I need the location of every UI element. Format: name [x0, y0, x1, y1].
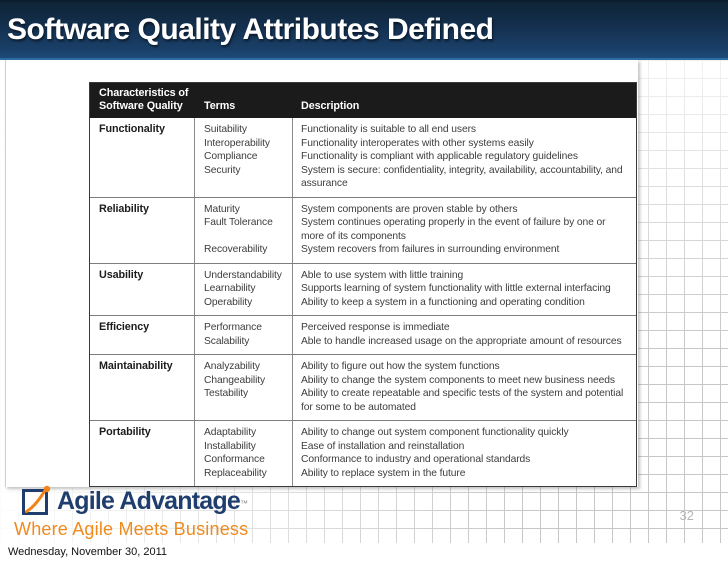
content-backdrop: Characteristics of Software Quality Term…	[5, 60, 638, 487]
table-row: Reliability Maturity System components a…	[90, 196, 636, 263]
term-cell: Conformance	[204, 454, 265, 465]
slide-title: Software Quality Attributes Defined	[7, 13, 494, 46]
table-row: Maintainability Analyzability Ability to…	[90, 354, 636, 420]
table-row: Functionality Suitability Functionality …	[90, 118, 636, 197]
description-cell: System continues operating properly in t…	[301, 217, 606, 242]
term-description-pair: Adaptability Ability to change out syste…	[195, 426, 636, 440]
bottom-strip: Wednesday, November 30, 2011	[0, 543, 728, 561]
slide-body: Characteristics of Software Quality Term…	[0, 60, 728, 543]
description-cell: Able to handle increased usage on the ap…	[301, 335, 622, 347]
table-row: Usability Understandability Able to use …	[90, 262, 636, 315]
description-cell: Ability to change the system components …	[301, 374, 615, 386]
table-rows: Functionality Suitability Functionality …	[90, 118, 636, 486]
term-description-pair: Security System is secure: confidentiali…	[195, 164, 636, 191]
description-cell: Functionality is suitable to all end use…	[301, 124, 476, 135]
term-cell: Installability	[204, 440, 256, 452]
agile-advantage-logo: Agile Advantage ™ Where Agile Meets Busin…	[14, 484, 248, 540]
terms-descriptions: Understandability Able to use system wit…	[194, 263, 636, 315]
term-cell: Operability	[204, 296, 253, 308]
term-description-pair: Changeability Ability to change the syst…	[195, 374, 636, 388]
term-description-pair: Performance Perceived response is immedi…	[195, 321, 636, 335]
term-description-pair: Replaceability Ability to replace system…	[195, 467, 636, 481]
term-description-pair: Testability Ability to create repeatable…	[195, 387, 636, 414]
characteristic-cell: Maintainability	[99, 360, 173, 372]
term-cell: Changeability	[204, 374, 266, 386]
term-cell: Adaptability	[204, 427, 257, 438]
term-cell: Scalability	[204, 335, 250, 347]
terms-descriptions: Suitability Functionality is suitable to…	[194, 118, 636, 197]
characteristic-cell: Usability	[99, 268, 144, 281]
term-description-pair: Recoverability System recovers from fail…	[195, 243, 636, 257]
term-description-pair: Suitability Functionality is suitable to…	[195, 123, 636, 137]
term-cell: Maturity	[204, 203, 240, 215]
term-cell: Security	[204, 164, 241, 176]
description-cell: Ease of installation and reinstallation	[301, 440, 465, 452]
header-characteristics: Characteristics of Software Quality	[99, 87, 189, 112]
term-cell: Compliance	[204, 151, 258, 162]
terms-descriptions: Analyzability Ability to figure out how …	[194, 355, 636, 420]
term-cell: Performance	[204, 322, 262, 333]
title-bar: Software Quality Attributes Defined	[0, 0, 728, 60]
description-cell: Ability to create repeatable and specifi…	[301, 388, 624, 413]
term-cell: Recoverability	[204, 244, 268, 255]
description-cell: System components are proven stable by o…	[301, 203, 518, 215]
page-number: 32	[679, 508, 694, 523]
term-description-pair: Learnability Supports learning of system…	[195, 282, 636, 296]
term-cell: Suitability	[204, 124, 247, 135]
term-description-pair: Scalability Able to handle increased usa…	[195, 335, 636, 349]
description-cell: Ability to keep a system in a functionin…	[301, 296, 585, 308]
description-cell: Functionality is compliant with applicab…	[301, 151, 578, 162]
term-cell: Understandability	[204, 269, 282, 281]
agile-advantage-logo-icon	[22, 485, 51, 515]
header-terms: Terms	[204, 99, 236, 112]
table-row: Portability Adaptability Ability to chan…	[90, 420, 636, 486]
logo-row: Agile Advantage ™	[20, 484, 248, 518]
software-quality-table: Characteristics of Software Quality Term…	[89, 82, 637, 487]
description-cell: Ability to replace system in the future	[301, 467, 466, 479]
table-row: Efficiency Performance Perceived respons…	[90, 315, 636, 354]
characteristic-cell: Portability	[99, 426, 151, 438]
terms-descriptions: Maturity System components are proven st…	[194, 197, 636, 263]
term-cell: Fault Tolerance	[204, 217, 273, 228]
term-description-pair: Fault Tolerance System continues operati…	[195, 216, 636, 243]
terms-descriptions: Adaptability Ability to change out syste…	[194, 421, 636, 486]
term-description-pair: Analyzability Ability to figure out how …	[195, 360, 636, 374]
description-cell: Functionality interoperates with other s…	[301, 137, 534, 149]
term-description-pair: Interoperability Functionality interoper…	[195, 137, 636, 151]
description-cell: System recovers from failures in surroun…	[301, 244, 560, 255]
term-cell: Learnability	[204, 283, 256, 294]
header-description: Description	[301, 99, 360, 112]
trademark-symbol: ™	[239, 498, 248, 508]
characteristic-cell: Reliability	[99, 202, 149, 215]
term-description-pair: Operability Ability to keep a system in …	[195, 296, 636, 310]
date-text: Wednesday, November 30, 2011	[8, 546, 167, 558]
description-cell: Conformance to industry and operational …	[301, 454, 531, 465]
terms-descriptions: Performance Perceived response is immedi…	[194, 316, 636, 354]
description-cell: Perceived response is immediate	[301, 322, 450, 333]
term-description-pair: Conformance Conformance to industry and …	[195, 453, 636, 467]
characteristic-cell: Functionality	[99, 123, 165, 135]
term-description-pair: Compliance Functionality is compliant wi…	[195, 150, 636, 164]
description-cell: Supports learning of system functionalit…	[301, 283, 611, 294]
description-cell: Ability to change out system component f…	[301, 427, 569, 438]
term-cell: Replaceability	[204, 467, 267, 479]
table-header-row: Characteristics of Software Quality Term…	[90, 83, 636, 118]
term-description-pair: Maturity System components are proven st…	[195, 203, 636, 217]
term-cell: Analyzability	[204, 361, 260, 372]
description-cell: Able to use system with little training	[301, 269, 464, 281]
brand-name: Agile Advantage	[57, 486, 241, 515]
term-description-pair: Understandability Able to use system wit…	[195, 269, 636, 283]
term-description-pair: Installability Ease of installation and …	[195, 440, 636, 454]
term-cell: Interoperability	[204, 137, 270, 149]
description-cell: System is secure: confidentiality, integ…	[301, 164, 623, 190]
term-cell: Testability	[204, 388, 249, 399]
description-cell: Ability to figure out how the system fun…	[301, 361, 500, 372]
characteristic-cell: Efficiency	[99, 321, 150, 333]
brand-tagline: Where Agile Meets Business	[14, 519, 249, 539]
